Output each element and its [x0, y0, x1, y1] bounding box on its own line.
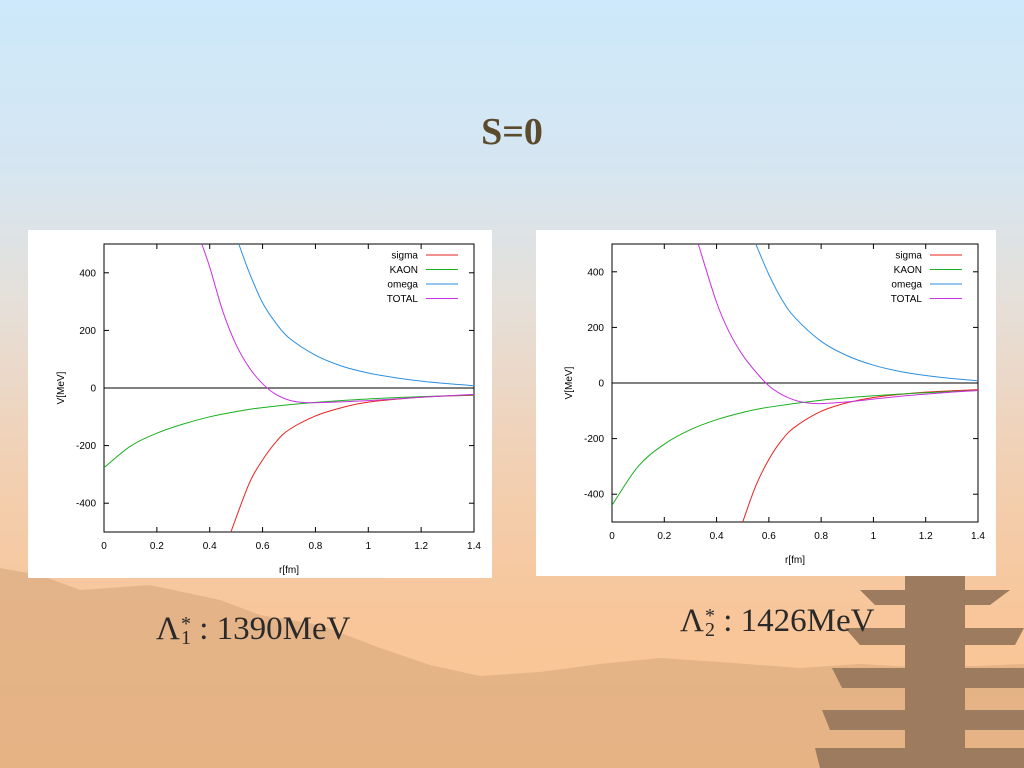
series-line-omega	[755, 244, 978, 382]
legend-label: KAON	[894, 265, 922, 276]
mountain-silhouette	[0, 568, 1024, 768]
series-line-omega	[238, 244, 474, 387]
x-tick-label: 0.8	[814, 531, 828, 542]
x-tick-label: 0.2	[657, 531, 671, 542]
series-line-kaon	[612, 390, 978, 506]
caption-symbol: Λ	[156, 611, 180, 647]
legend-label: sigma	[391, 251, 418, 262]
x-tick-label: 0.6	[762, 531, 776, 542]
y-tick-label: 200	[79, 326, 96, 337]
slide-title: S=0	[481, 111, 543, 153]
legend-label: omega	[891, 280, 922, 291]
x-tick-label: 0.8	[308, 541, 322, 552]
y-tick-label: -200	[584, 434, 604, 445]
legend-label: omega	[387, 280, 418, 291]
series-line-sigma	[230, 394, 474, 532]
chart-panel-lambda1: -400 -200 0 200 400 0 0.2 0.4 0.6 0.8 1 1.2 1.4 r[fm]…	[28, 230, 492, 578]
y-axis-label: V[MeV]	[56, 371, 67, 404]
caption-symbol: Λ	[680, 603, 704, 639]
legend-label: KAON	[390, 265, 418, 276]
y-tick-label: -400	[76, 499, 96, 510]
caption-subscript: 1	[180, 627, 191, 650]
caption-superscript: *	[704, 605, 715, 628]
x-tick-label: 1.4	[971, 531, 985, 542]
x-tick-label: 0.4	[203, 541, 217, 552]
caption-subscript: 2	[704, 619, 715, 642]
legend-label: TOTAL	[891, 294, 923, 305]
x-tick-label: 1.2	[919, 531, 933, 542]
x-tick-label: 1	[871, 531, 877, 542]
x-tick-label: 0.4	[710, 531, 724, 542]
legend-label: TOTAL	[387, 294, 419, 305]
series-group	[612, 244, 978, 522]
y-tick-label: -200	[76, 441, 96, 452]
series-line-total	[697, 244, 978, 405]
y-tick-label: 400	[587, 267, 604, 278]
x-tick-label: 0.2	[150, 541, 164, 552]
series-line-total	[201, 244, 474, 404]
x-tick-label: 1	[366, 541, 372, 552]
x-axis-label: r[fm]	[785, 555, 805, 566]
x-tick-label: 0	[609, 531, 615, 542]
caption-text: : 1390MeV	[199, 611, 351, 647]
x-tick-label: 1.2	[414, 541, 428, 552]
y-tick-label: -400	[584, 490, 604, 501]
legend-label: sigma	[895, 251, 922, 262]
potential-chart-1: -400 -200 0 200 400 0 0.2 0.4 0.6 0.8 1 1.2 1.4 r[fm]…	[56, 243, 481, 576]
x-tick-label: 0	[101, 541, 107, 552]
series-line-kaon	[104, 394, 474, 469]
y-tick-label: 200	[587, 323, 604, 334]
caption-text: : 1426MeV	[723, 603, 875, 639]
chart-panel-lambda2: -400 -200 0 200 400 0 0.2 0.4 0.6 0.8 1 1.2 1.4 r[fm]…	[536, 230, 996, 576]
series-line-sigma	[742, 389, 978, 522]
x-tick-label: 1.4	[467, 541, 481, 552]
x-axis-label: r[fm]	[279, 565, 299, 576]
series-group	[104, 244, 474, 532]
caption-lambda2: Λ * 2 : 1426MeV	[680, 603, 874, 640]
caption-superscript: *	[180, 613, 191, 636]
y-tick-label: 0	[598, 379, 604, 390]
y-tick-label: 400	[79, 268, 96, 279]
y-tick-label: 0	[90, 384, 96, 395]
potential-chart-2: -400 -200 0 200 400 0 0.2 0.4 0.6 0.8 1 1.2 1.4 r[fm]…	[564, 243, 985, 566]
caption-lambda1: Λ * 1 : 1390MeV	[156, 611, 350, 648]
y-axis-label: V[MeV]	[564, 366, 575, 399]
x-tick-label: 0.6	[256, 541, 270, 552]
